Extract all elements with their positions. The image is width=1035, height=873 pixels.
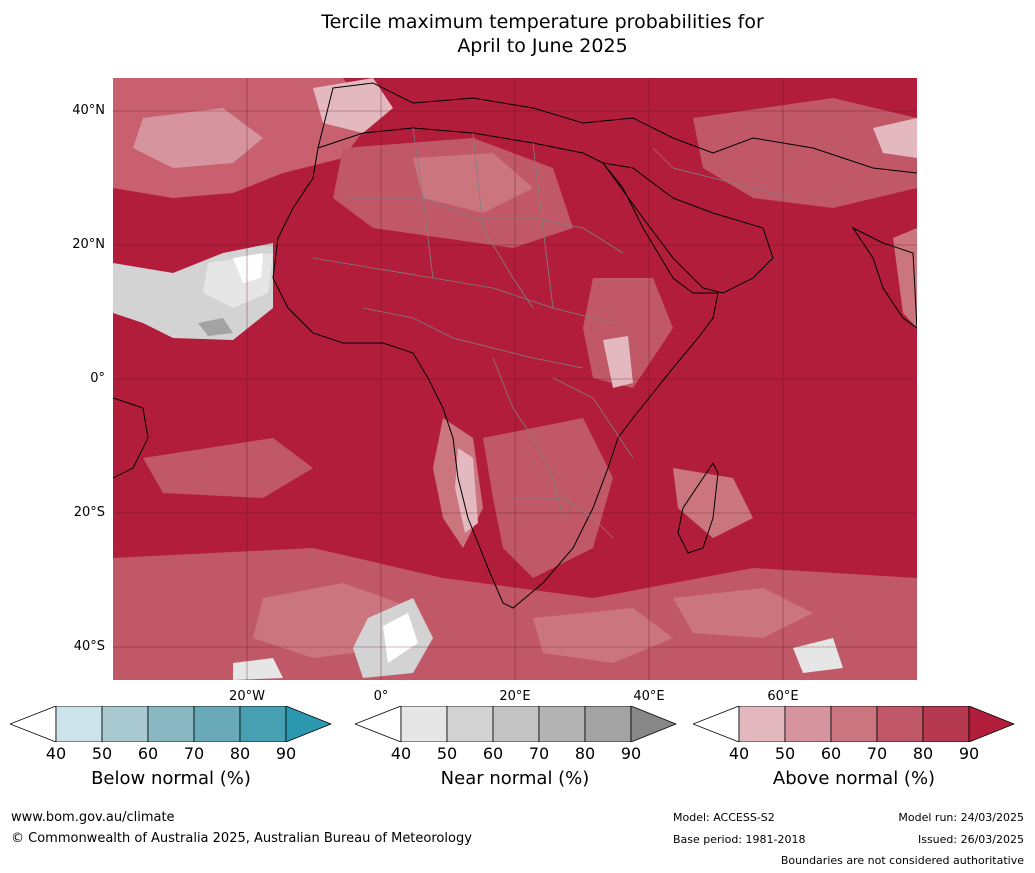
madagascar-coast: [677, 462, 719, 554]
india-coast: [851, 226, 917, 329]
cbar-above-title: Above normal (%): [772, 768, 936, 789]
cbar-below-arrow-right: [285, 706, 332, 742]
cbar-near-tick: 40: [390, 744, 412, 763]
lon-label-40e: 40°E: [633, 689, 665, 704]
lat-label-40s: 40°S: [73, 639, 105, 654]
footer-issued: Issued: 26/03/2025: [917, 833, 1024, 846]
coastlines: [113, 82, 917, 609]
lat-label-0: 0°: [90, 371, 105, 386]
cbar-below-seg-5: [239, 706, 287, 742]
footer-copyright: © Commonwealth of Australia 2025, Austra…: [11, 831, 472, 846]
cbar-near-seg-5: [584, 706, 632, 742]
cbar-above-seg-2: [784, 706, 832, 742]
map-title: Tercile maximum temperature probabilitie…: [0, 10, 1035, 58]
cbar-below-tick: 40: [45, 744, 67, 763]
cbar-above-seg-1: [738, 706, 786, 742]
lon-label-20e: 20°E: [499, 689, 531, 704]
cbar-above-tick: 50: [774, 744, 796, 763]
cbar-near-tick: 80: [574, 744, 596, 763]
cbar-near-title: Near normal (%): [440, 768, 590, 789]
colorbar-near-normal: [355, 706, 677, 742]
cbar-below-tick: 70: [183, 744, 205, 763]
lat-label-20s: 20°S: [73, 505, 105, 520]
lon-label-60e: 60°E: [767, 689, 799, 704]
title-line-1: Tercile maximum temperature probabilitie…: [321, 11, 764, 33]
probability-map: [113, 78, 917, 680]
cbar-near-seg-2: [446, 706, 494, 742]
cbar-above-tick: 70: [866, 744, 888, 763]
lat-label-20n: 20°N: [72, 237, 105, 252]
cbar-below-tick: 80: [229, 744, 251, 763]
cbar-near-tick: 50: [436, 744, 458, 763]
graticule: [113, 78, 917, 680]
cbar-below-title: Below normal (%): [91, 768, 251, 789]
footer-base-period: Base period: 1981-2018: [673, 833, 806, 846]
cbar-below-seg-1: [55, 706, 103, 742]
footer-url: www.bom.gov.au/climate: [11, 810, 175, 825]
map-svg: [113, 78, 917, 680]
cbar-near-seg-4: [538, 706, 586, 742]
footer-model: Model: ACCESS-S2: [673, 811, 775, 824]
title-line-2: April to June 2025: [457, 35, 628, 57]
cbar-near-arrow-left: [355, 706, 402, 742]
cbar-above-arrow-left: [693, 706, 740, 742]
cbar-above-tick: 60: [820, 744, 842, 763]
footer-boundaries: Boundaries are not considered authoritat…: [780, 854, 1024, 867]
cbar-below-tick: 90: [275, 744, 297, 763]
cbar-above-arrow-right: [968, 706, 1015, 742]
cbar-below-tick: 50: [91, 744, 113, 763]
cbar-above-seg-5: [922, 706, 970, 742]
lon-label-0: 0°: [373, 689, 389, 704]
lon-label-20w: 20°W: [229, 689, 265, 704]
footer-model-run: Model run: 24/03/2025: [898, 811, 1024, 824]
cbar-near-tick: 70: [528, 744, 550, 763]
cbar-near-tick: 90: [620, 744, 642, 763]
lat-label-40n: 40°N: [72, 103, 105, 118]
cbar-near-arrow-right: [630, 706, 677, 742]
cbar-below-seg-4: [193, 706, 241, 742]
cbar-above-seg-3: [830, 706, 878, 742]
cbar-below-arrow-left: [10, 706, 57, 742]
cbar-below-seg-2: [101, 706, 149, 742]
cbar-above-seg-4: [876, 706, 924, 742]
cbar-near-seg-3: [492, 706, 540, 742]
colorbar-below-normal: [10, 706, 332, 742]
cbar-above-tick: 80: [912, 744, 934, 763]
cbar-above-tick: 40: [728, 744, 750, 763]
cbar-near-seg-1: [400, 706, 448, 742]
cbar-below-tick: 60: [137, 744, 159, 763]
cbar-near-tick: 60: [482, 744, 504, 763]
cbar-below-seg-3: [147, 706, 195, 742]
europe-coast: [317, 82, 917, 174]
country-borders: [312, 127, 794, 539]
arabia-coast: [601, 162, 774, 294]
colorbar-above-normal: [693, 706, 1015, 742]
africa-coast: [272, 127, 719, 609]
south-america-coast: [113, 397, 149, 479]
cbar-above-tick: 90: [958, 744, 980, 763]
